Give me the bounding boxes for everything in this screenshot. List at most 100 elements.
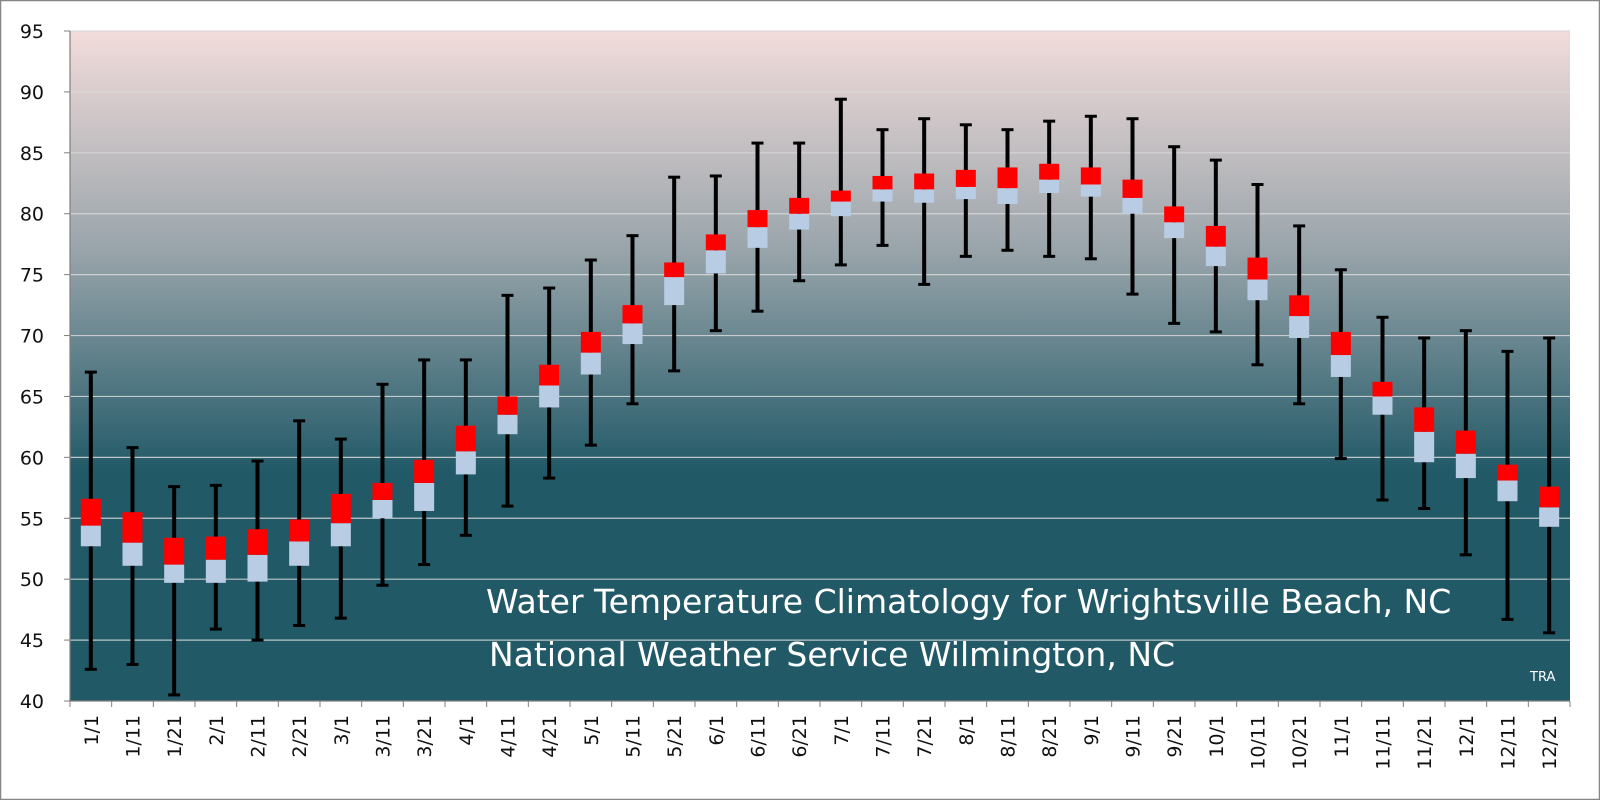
y-tick-label-65: 65: [20, 386, 44, 408]
box-lower: [705, 250, 726, 274]
box-upper: [455, 425, 476, 452]
box-lower: [1247, 279, 1268, 301]
box-upper: [1122, 179, 1143, 198]
x-tick-label-2/11: 2/11: [248, 715, 270, 758]
x-tick-label-7/21: 7/21: [914, 715, 936, 758]
box-upper: [205, 536, 226, 560]
box-lower: [914, 189, 935, 203]
box-3/1: [330, 437, 351, 620]
box-upper: [997, 167, 1018, 189]
x-tick-label-10/11: 10/11: [1248, 715, 1270, 770]
box-2/21: [289, 419, 310, 627]
x-tick-label-1/21: 1/21: [164, 715, 186, 758]
y-tick-label-70: 70: [20, 326, 44, 348]
x-tick-label-1/1: 1/1: [81, 715, 103, 746]
box-lower: [1372, 396, 1393, 415]
box-lower: [1164, 222, 1185, 239]
boxplot-marks: [80, 97, 1560, 697]
box-lower: [205, 559, 226, 583]
box-lower: [539, 385, 560, 408]
x-tick-label-6/11: 6/11: [748, 715, 770, 758]
box-8/1: [955, 123, 976, 258]
box-upper: [1080, 167, 1101, 185]
x-tick-label-1/11: 1/11: [123, 715, 145, 758]
x-tick-label-11/21: 11/21: [1414, 715, 1436, 770]
box-upper: [705, 234, 726, 251]
y-tick-label-40: 40: [20, 691, 44, 713]
box-lower: [1205, 246, 1226, 267]
box-lower: [122, 542, 143, 566]
box-lower: [1539, 507, 1560, 527]
box-9/1: [1080, 114, 1101, 261]
chart-title: Water Temperature Climatology for Wright…: [486, 582, 1451, 621]
x-tick-label-5/1: 5/1: [581, 715, 603, 746]
x-tick-label-11/11: 11/11: [1373, 715, 1395, 770]
box-3/21: [414, 358, 435, 567]
plot-background: [70, 31, 1570, 701]
x-tick-label-4/21: 4/21: [539, 715, 561, 758]
x-tick-label-10/21: 10/21: [1289, 715, 1311, 770]
x-tick-label-2/21: 2/21: [289, 715, 311, 758]
box-upper: [497, 396, 518, 415]
box-1/11: [122, 446, 143, 666]
box-lower: [80, 525, 101, 547]
box-upper: [80, 498, 101, 526]
box-lower: [372, 500, 393, 519]
box-8/11: [997, 128, 1018, 252]
box-7/11: [872, 128, 893, 247]
box-lower: [789, 213, 810, 230]
box-upper: [1497, 464, 1518, 481]
box-7/1: [830, 97, 851, 267]
box-upper: [539, 364, 560, 386]
box-upper: [164, 537, 185, 565]
y-axis-ticks: 40 45 50 55 60 65 70 75 80 85 90 95: [20, 21, 70, 713]
box-5/21: [664, 175, 685, 373]
box-lower: [1080, 184, 1101, 197]
gridlines: [70, 30, 1570, 641]
box-lower: [455, 451, 476, 475]
box-upper: [580, 331, 601, 353]
box-lower: [1039, 179, 1060, 194]
box-upper: [1330, 331, 1351, 356]
box-11/1: [1330, 268, 1351, 461]
box-2/1: [205, 483, 226, 631]
box-6/11: [747, 141, 768, 313]
box-lower: [997, 188, 1018, 204]
box-upper: [289, 519, 310, 542]
x-tick-label-8/1: 8/1: [956, 715, 978, 746]
x-tick-label-9/1: 9/1: [1081, 715, 1103, 746]
box-9/21: [1164, 145, 1185, 325]
x-tick-label-7/11: 7/11: [873, 715, 895, 758]
box-upper: [747, 210, 768, 228]
x-axis-ticks: 1/1 1/11 1/21 2/1 2/11 2/21 3/1 3/11 3/21 4/1 4/11…: [69, 701, 1571, 770]
box-6/21: [789, 141, 810, 283]
chart-subtitle: National Weather Service Wilmington, NC: [489, 635, 1175, 674]
box-upper: [1539, 486, 1560, 508]
y-tick-label-60: 60: [20, 447, 44, 469]
box-8/21: [1039, 119, 1060, 258]
box-upper: [1289, 295, 1310, 317]
x-tick-label-11/1: 11/1: [1331, 715, 1353, 758]
x-tick-label-6/1: 6/1: [706, 715, 728, 746]
box-6/1: [705, 174, 726, 333]
box-lower: [247, 554, 268, 582]
box-upper: [789, 197, 810, 214]
x-tick-label-10/1: 10/1: [1206, 715, 1228, 758]
box-12/1: [1455, 329, 1476, 557]
box-upper: [664, 262, 685, 278]
box-lower: [747, 227, 768, 248]
x-tick-label-3/11: 3/11: [373, 715, 395, 758]
box-12/11: [1497, 349, 1518, 621]
box-1/21: [164, 485, 185, 697]
box-upper: [622, 305, 643, 324]
x-tick-label-8/11: 8/11: [998, 715, 1020, 758]
x-tick-label-5/21: 5/21: [664, 715, 686, 758]
box-upper: [1455, 430, 1476, 454]
box-4/21: [539, 286, 560, 480]
box-lower: [164, 564, 185, 583]
x-tick-label-7/1: 7/1: [831, 715, 853, 746]
box-lower: [622, 323, 643, 345]
y-tick-label-75: 75: [20, 265, 44, 287]
box-12/21: [1539, 336, 1560, 635]
